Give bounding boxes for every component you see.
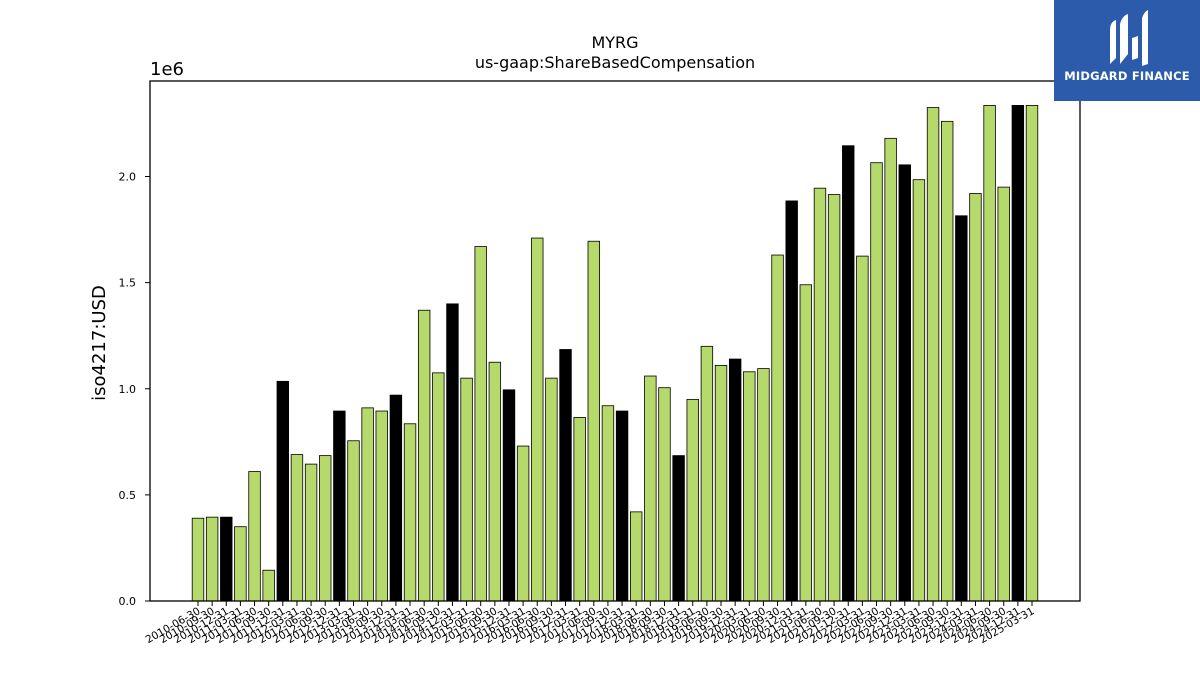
bar-2010-09-30 [205, 516, 219, 602]
plot-frame [149, 80, 1081, 602]
bar-2011-06-30 [248, 471, 261, 602]
bar-2019-12-31 [728, 358, 742, 602]
bar-2015-06-30 [474, 246, 487, 602]
bar-2023-06-30 [926, 107, 940, 602]
bar-2023-09-30 [940, 120, 954, 602]
y-tick-label: 2.0 [119, 171, 137, 184]
bar-2014-09-30 [432, 372, 445, 602]
bar-2016-12-31 [559, 349, 572, 602]
bar-2021-03-31 [799, 284, 813, 602]
chart-subtitle: us-gaap:ShareBasedCompensation [475, 53, 755, 72]
bar-2015-03-31 [460, 377, 473, 602]
bar-2013-12-31 [389, 394, 403, 602]
bar-2012-06-30 [304, 463, 318, 602]
bar-2015-12-31 [502, 389, 516, 602]
bar-2018-03-31 [630, 511, 643, 602]
bar-2013-06-30 [361, 407, 374, 602]
bar-2024-09-30 [997, 186, 1010, 602]
bar-2015-09-30 [488, 361, 502, 602]
bar-2017-03-31 [573, 417, 586, 602]
chart-title: MYRG [591, 33, 638, 52]
y-axis-label: iso4217:USD [89, 285, 110, 401]
bar-2020-12-31 [785, 200, 798, 602]
y-axis-ticks: 0.0 0.5 1.0 1.5 2.0 [119, 171, 150, 608]
bar-2021-06-30 [813, 187, 827, 602]
bar-2021-09-30 [827, 194, 841, 602]
bar-2010-06-30 [191, 517, 205, 602]
bar-2018-06-30 [644, 375, 657, 602]
bar-2017-12-31 [615, 410, 629, 602]
bar-2012-09-30 [319, 455, 332, 602]
bar-2024-06-30 [983, 105, 996, 602]
bar-2014-03-31 [403, 423, 417, 602]
bar-2023-03-31 [912, 179, 926, 602]
x-axis-ticks: 2010-06-302010-09-302010-12-312011-03-31… [144, 601, 1037, 646]
bar-2016-03-31 [516, 445, 530, 602]
bar-2022-03-31 [856, 255, 869, 602]
y-tick-label: 0.5 [119, 489, 137, 502]
logo-text: MIDGARD FINANCE [1064, 69, 1190, 83]
bar-2024-03-31 [969, 193, 982, 602]
midgard-logo-icon [1110, 10, 1148, 66]
bar-2022-12-31 [898, 164, 911, 602]
bar-2013-03-31 [347, 440, 360, 602]
y-tick-label: 0.0 [119, 595, 137, 608]
midgard-finance-logo: MIDGARD FINANCE [1054, 0, 1200, 101]
bar-2020-03-31 [743, 371, 756, 602]
bar-2017-06-30 [587, 240, 600, 602]
bar-2014-06-30 [417, 309, 431, 602]
bar-2021-12-31 [842, 145, 855, 602]
y-tick-label: 1.5 [119, 277, 137, 290]
bar-2013-09-30 [375, 410, 388, 602]
bar-2023-12-31 [955, 215, 968, 602]
bar-2014-12-31 [446, 303, 459, 602]
bar-2011-12-31 [276, 380, 290, 602]
bar-2019-03-31 [686, 398, 699, 602]
bar-2011-09-30 [262, 569, 275, 602]
y-axis-offset-label: 1e6 [150, 59, 184, 80]
bar-2020-09-30 [771, 254, 784, 602]
bar-2018-09-30 [658, 387, 671, 602]
bar-2012-03-31 [290, 454, 304, 602]
bar-2022-06-30 [870, 162, 883, 602]
bar-2017-09-30 [601, 405, 615, 602]
bar-2019-06-30 [700, 345, 714, 602]
bar-2019-09-30 [714, 365, 728, 602]
bar-2016-09-30 [545, 377, 558, 602]
bar-2012-12-31 [333, 410, 346, 602]
bar-2024-12-31 [1011, 105, 1025, 602]
bar-2018-12-31 [672, 455, 685, 602]
bar-2022-09-30 [884, 137, 897, 602]
bar-2011-03-31 [234, 526, 247, 602]
bars-layer [191, 105, 1039, 602]
bar-2016-06-30 [531, 237, 544, 602]
y-tick-label: 1.0 [119, 383, 137, 396]
bar-2020-06-30 [757, 368, 770, 602]
bar-2010-12-31 [220, 516, 233, 602]
bar-2025-03-31 [1025, 105, 1039, 602]
